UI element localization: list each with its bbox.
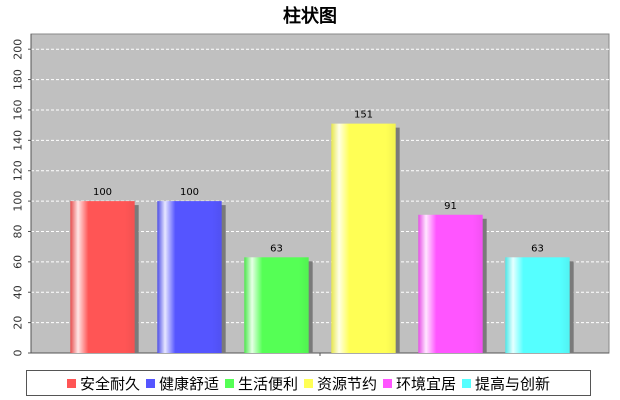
bar-2 bbox=[157, 201, 222, 353]
legend-label: 资源节约 bbox=[317, 374, 378, 393]
bar-1 bbox=[70, 201, 135, 353]
legend-swatch bbox=[66, 378, 76, 388]
data-label-2: 100 bbox=[180, 187, 199, 198]
legend-label: 健康舒适 bbox=[158, 374, 219, 393]
legend-item: 健康舒适 bbox=[145, 373, 219, 394]
data-label-1: 100 bbox=[93, 187, 112, 198]
y-tick-label: 160 bbox=[12, 99, 25, 120]
legend: 安全耐久 健康舒适 生活便利 资源节约 环境宜居 提高与创新 bbox=[26, 370, 591, 396]
legend-swatch bbox=[462, 378, 472, 388]
y-tick-label: 40 bbox=[12, 285, 25, 299]
bar-5 bbox=[418, 214, 483, 353]
legend-label: 生活便利 bbox=[237, 374, 298, 393]
legend-label: 提高与创新 bbox=[475, 374, 551, 393]
legend-item: 安全耐久 bbox=[66, 373, 140, 394]
y-tick-label: 140 bbox=[12, 130, 25, 151]
data-label-6: 63 bbox=[531, 243, 544, 254]
data-label-5: 91 bbox=[444, 201, 457, 212]
legend-label: 环境宜居 bbox=[396, 374, 457, 393]
y-tick-label: 100 bbox=[12, 191, 25, 212]
bar-6 bbox=[505, 257, 570, 353]
legend-label: 安全耐久 bbox=[79, 374, 140, 393]
bar-chart: 0 20 40 60 80 100 120 140 160 180 200 100 100 63 151 91… bbox=[12, 33, 610, 357]
bar-3 bbox=[244, 257, 309, 353]
y-tick-label: 0 bbox=[12, 350, 25, 357]
y-tick-label: 200 bbox=[12, 39, 25, 60]
data-label-3: 63 bbox=[270, 243, 283, 254]
legend-item: 生活便利 bbox=[224, 373, 298, 394]
y-tick-label: 60 bbox=[12, 255, 25, 269]
y-tick-label: 120 bbox=[12, 160, 25, 181]
legend-item: 提高与创新 bbox=[462, 373, 550, 394]
chart-title: 柱状图 bbox=[283, 6, 337, 27]
y-tick-label: 20 bbox=[12, 316, 25, 330]
y-tick-label: 180 bbox=[12, 69, 25, 90]
legend-swatch bbox=[383, 378, 393, 388]
legend-swatch bbox=[145, 378, 155, 388]
y-tick-label: 80 bbox=[12, 224, 25, 238]
legend-item: 资源节约 bbox=[304, 373, 377, 394]
legend-swatch bbox=[224, 378, 234, 388]
legend-item: 环境宜居 bbox=[383, 373, 456, 394]
legend-swatch bbox=[304, 378, 313, 388]
data-label-4: 151 bbox=[354, 110, 373, 121]
bar-4 bbox=[331, 123, 396, 353]
